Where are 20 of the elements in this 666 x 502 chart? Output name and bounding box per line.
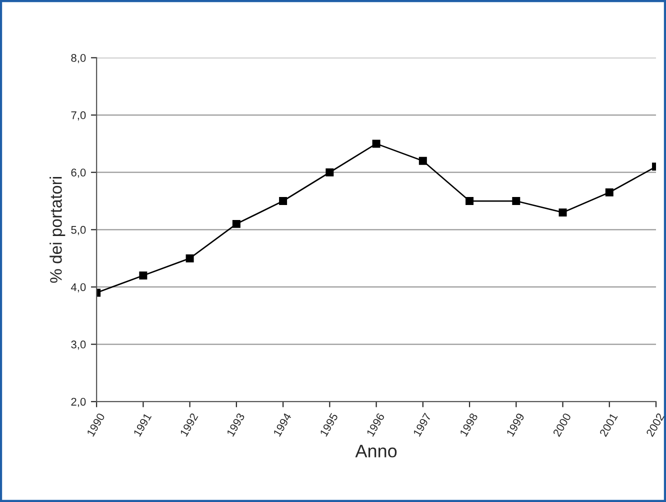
y-tick-label: 4,0 [70, 283, 86, 292]
y-tick-label: 7,0 [71, 111, 86, 120]
point [605, 188, 614, 196]
y-axis-title: % dei portatori [50, 177, 66, 283]
point [372, 140, 380, 148]
point [279, 197, 288, 205]
point [466, 197, 474, 205]
point [186, 254, 194, 262]
point [139, 272, 148, 280]
y-tick-label: 5,0 [71, 226, 86, 236]
x-axis-title: Anno [355, 444, 397, 458]
y-tick-label: 3,0 [71, 340, 86, 350]
y-tick-label: 2,0 [71, 398, 86, 408]
y-tick-label: 6,0 [71, 168, 86, 178]
point [326, 168, 334, 176]
point [512, 197, 520, 205]
point [558, 208, 567, 216]
point [232, 220, 240, 228]
point [418, 156, 427, 165]
y-tick-label: 8,0 [71, 54, 86, 64]
